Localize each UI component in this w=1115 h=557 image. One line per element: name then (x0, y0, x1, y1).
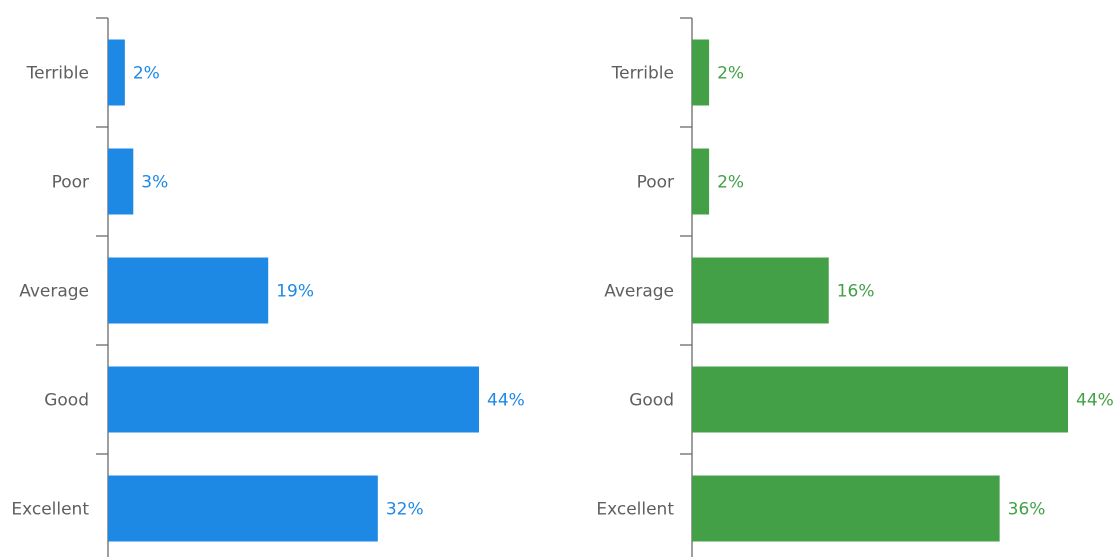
bar-average (692, 257, 829, 324)
bar-good (108, 366, 479, 433)
category-label-average: Average (19, 282, 89, 302)
bar-terrible (108, 39, 125, 106)
category-label-good: Good (629, 391, 674, 411)
chart-panel-1: Terrible 2% Poor 3% Average 19% Good 44% Excelle… (11, 17, 525, 557)
value-label-good: 44% (1076, 391, 1114, 411)
value-label-good: 44% (487, 391, 525, 411)
category-label-terrible: Terrible (26, 64, 89, 84)
category-label-excellent: Excellent (596, 500, 674, 520)
bar-excellent (108, 475, 378, 542)
value-label-terrible: 2% (717, 64, 744, 84)
bar-excellent (692, 475, 1000, 542)
value-label-poor: 3% (141, 173, 168, 193)
category-label-terrible: Terrible (611, 64, 674, 84)
bar-good (692, 366, 1068, 433)
value-label-average: 19% (276, 282, 314, 302)
bar-average (108, 257, 269, 324)
category-label-excellent: Excellent (11, 500, 89, 520)
value-label-poor: 2% (717, 173, 744, 193)
bar-terrible (692, 39, 710, 106)
value-label-average: 16% (837, 282, 875, 302)
category-label-poor: Poor (637, 173, 674, 193)
bar-poor (692, 148, 710, 215)
value-label-excellent: 32% (386, 500, 424, 520)
value-label-excellent: 36% (1008, 500, 1046, 520)
category-label-average: Average (604, 282, 674, 302)
value-label-terrible: 2% (133, 64, 160, 84)
category-label-good: Good (44, 391, 89, 411)
category-label-poor: Poor (52, 173, 89, 193)
chart-panel-2: Terrible 2% Poor 2% Average 16% Good 44% Excelle… (596, 17, 1114, 557)
bar-poor (108, 148, 134, 215)
